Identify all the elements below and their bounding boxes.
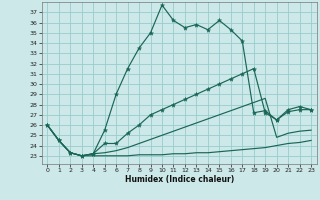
X-axis label: Humidex (Indice chaleur): Humidex (Indice chaleur): [124, 175, 234, 184]
